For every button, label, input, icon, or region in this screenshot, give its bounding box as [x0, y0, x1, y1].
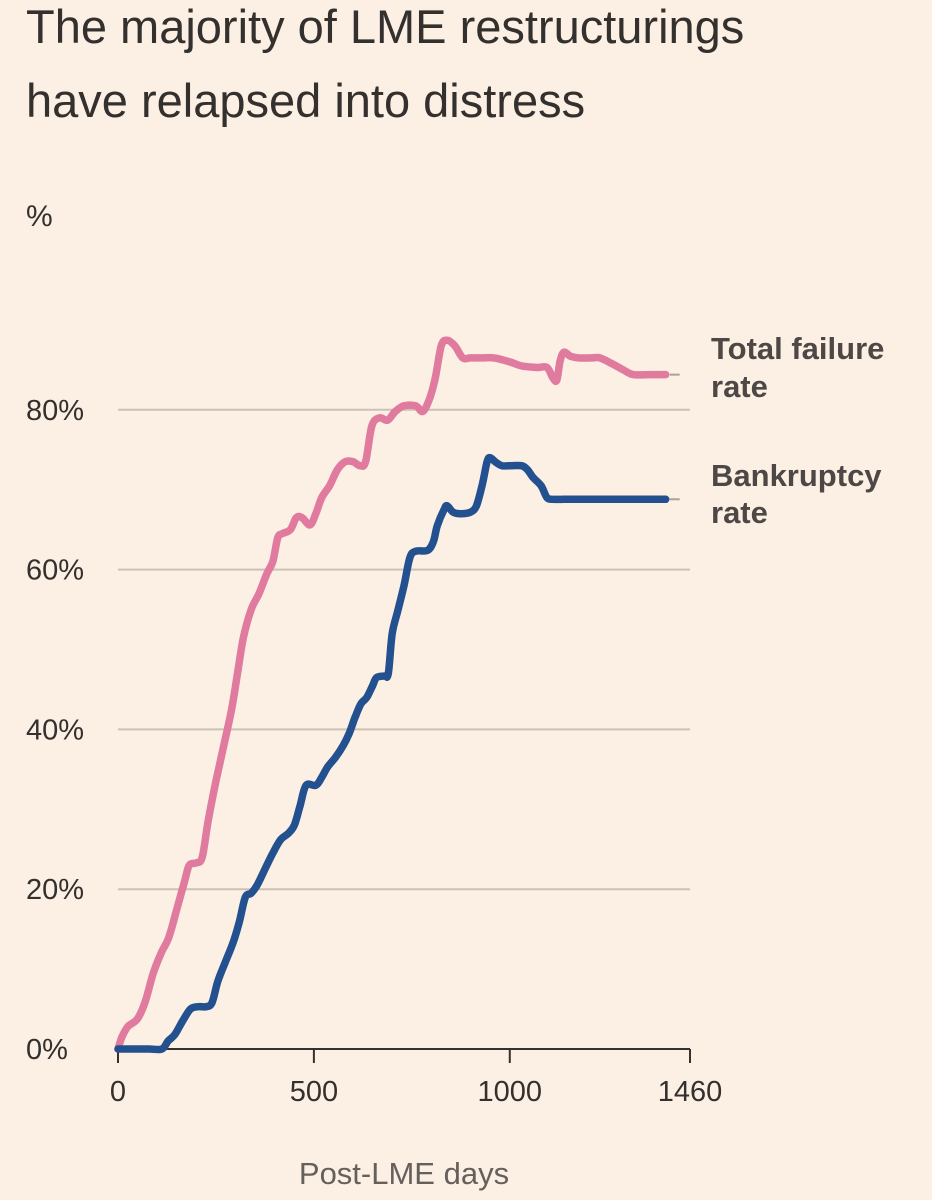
series-label-total-failure-rate: rate [711, 369, 768, 404]
y-tick-label: 0% [26, 1034, 68, 1066]
x-tick-label: 500 [290, 1076, 338, 1108]
series-lines [114, 336, 670, 1054]
y-axis-label: % [26, 200, 53, 233]
y-tick-label: 80% [26, 395, 84, 427]
series-label-total-failure-rate: Total failure [711, 331, 884, 366]
gridlines: 0% 20% 40% 60% 80% [26, 395, 690, 1066]
x-axis-label: Post-LME days [299, 1156, 509, 1191]
series-line-bankruptcy-rate [114, 453, 670, 1054]
series-label-bankruptcy-rate: rate [711, 495, 768, 530]
chart-title-line-1: The majority of LME restructurings [26, 0, 745, 53]
series-line-total-failure-rate [114, 336, 670, 1053]
x-tick-label: 0 [110, 1076, 126, 1108]
y-tick-label: 40% [26, 714, 84, 746]
y-tick-label: 20% [26, 874, 84, 906]
series-label-bankruptcy-rate: Bankruptcy [711, 458, 882, 493]
y-tick-label: 60% [26, 555, 84, 587]
x-axis: 0 500 1000 1460 Post-LME days [110, 1048, 723, 1191]
x-tick-label: 1000 [478, 1076, 543, 1108]
chart-title-line-2: have relapsed into distress [26, 74, 586, 127]
x-tick-label: 1460 [658, 1076, 723, 1108]
